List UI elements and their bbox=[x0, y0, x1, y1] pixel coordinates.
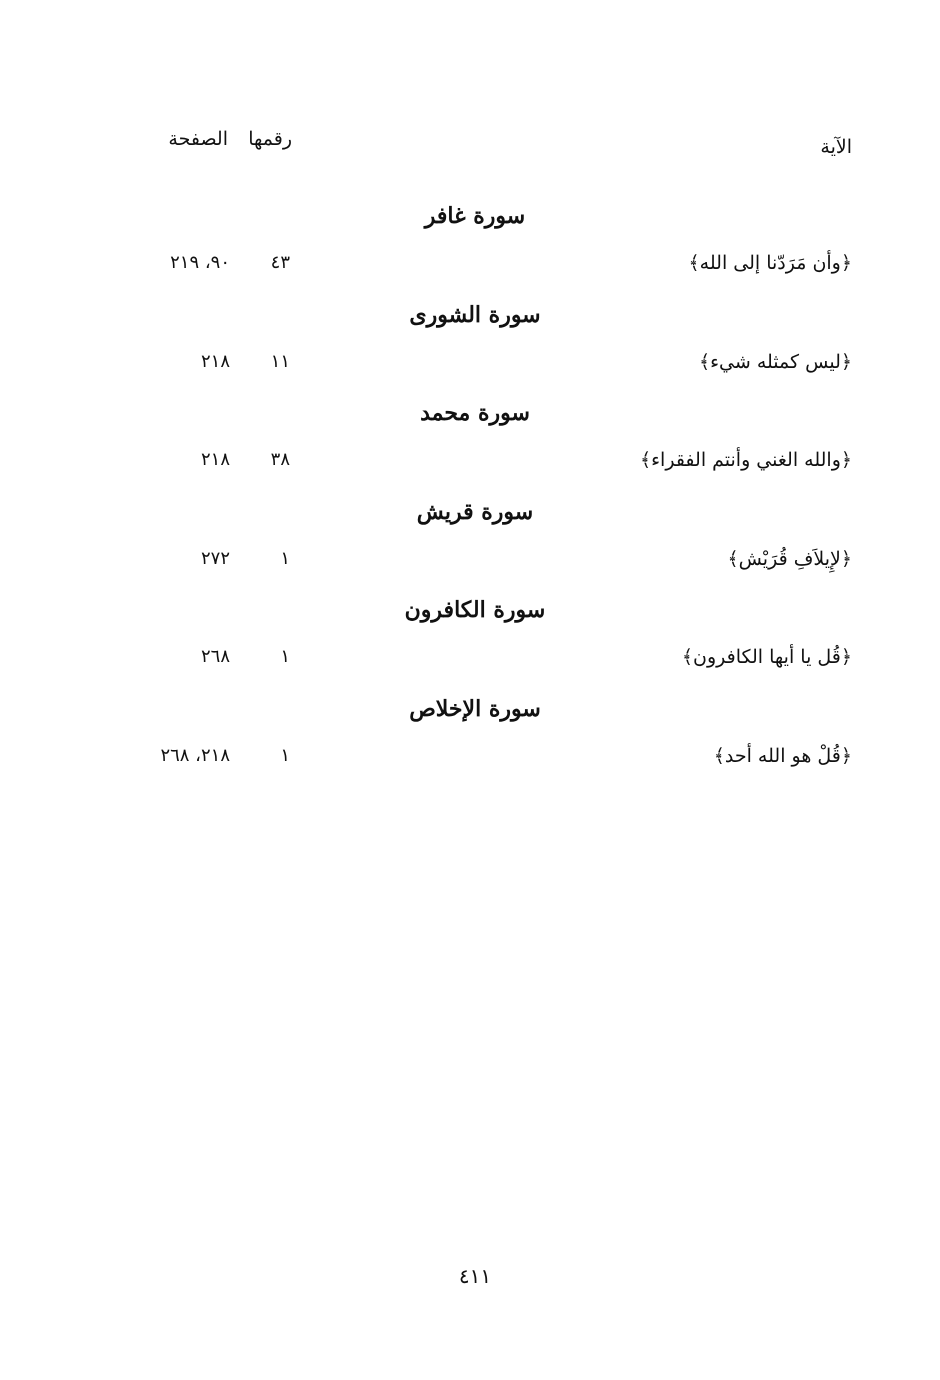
verse-number: ١ bbox=[280, 547, 290, 569]
page-references: ٢١٨، ٢٦٨ bbox=[160, 744, 230, 766]
verse-number: ٣٨ bbox=[270, 449, 290, 470]
header-page: الصفحة bbox=[168, 128, 228, 150]
verse-text: ﴿قُلْ هو الله أحد﴾ bbox=[713, 744, 852, 767]
header-number: رقمها bbox=[248, 128, 292, 150]
surah-title: سورة غافر bbox=[424, 203, 526, 229]
verse-number: ١١ bbox=[270, 350, 290, 372]
page-references: ٩٠، ٢١٩ bbox=[170, 252, 230, 273]
verse-text: ﴿والله الغني وأنتم الفقراء﴾ bbox=[639, 449, 852, 471]
verse-number: ٤٣ bbox=[270, 252, 290, 273]
surah-title: سورة قريش bbox=[416, 498, 534, 525]
surah-title: سورة الإخلاص bbox=[409, 695, 541, 722]
surah-title: سورة الشورى bbox=[409, 301, 541, 328]
header-verse: الآية bbox=[820, 136, 852, 158]
verse-text: ﴿وأن مَرَدّنا إلى الله﴾ bbox=[688, 252, 852, 274]
verse-text: ﴿قُل يا أيها الكافرون﴾ bbox=[681, 646, 852, 668]
surah-title: سورة الكافرون bbox=[404, 597, 546, 623]
verse-text: ﴿لإِيلاَفِ قُرَيْش﴾ bbox=[727, 547, 852, 570]
page-references: ٢٦٨ bbox=[200, 646, 230, 667]
surah-title: سورة محمد bbox=[420, 400, 530, 426]
page-references: ٢١٨ bbox=[200, 350, 230, 372]
page-references: ٢١٨ bbox=[200, 449, 230, 470]
page-references: ٢٧٢ bbox=[200, 547, 230, 569]
verse-text: ﴿ليس كمثله شيء﴾ bbox=[698, 350, 852, 373]
page-number: ٤١١ bbox=[458, 1264, 492, 1288]
verse-number: ١ bbox=[280, 744, 290, 766]
verse-number: ١ bbox=[280, 646, 290, 667]
